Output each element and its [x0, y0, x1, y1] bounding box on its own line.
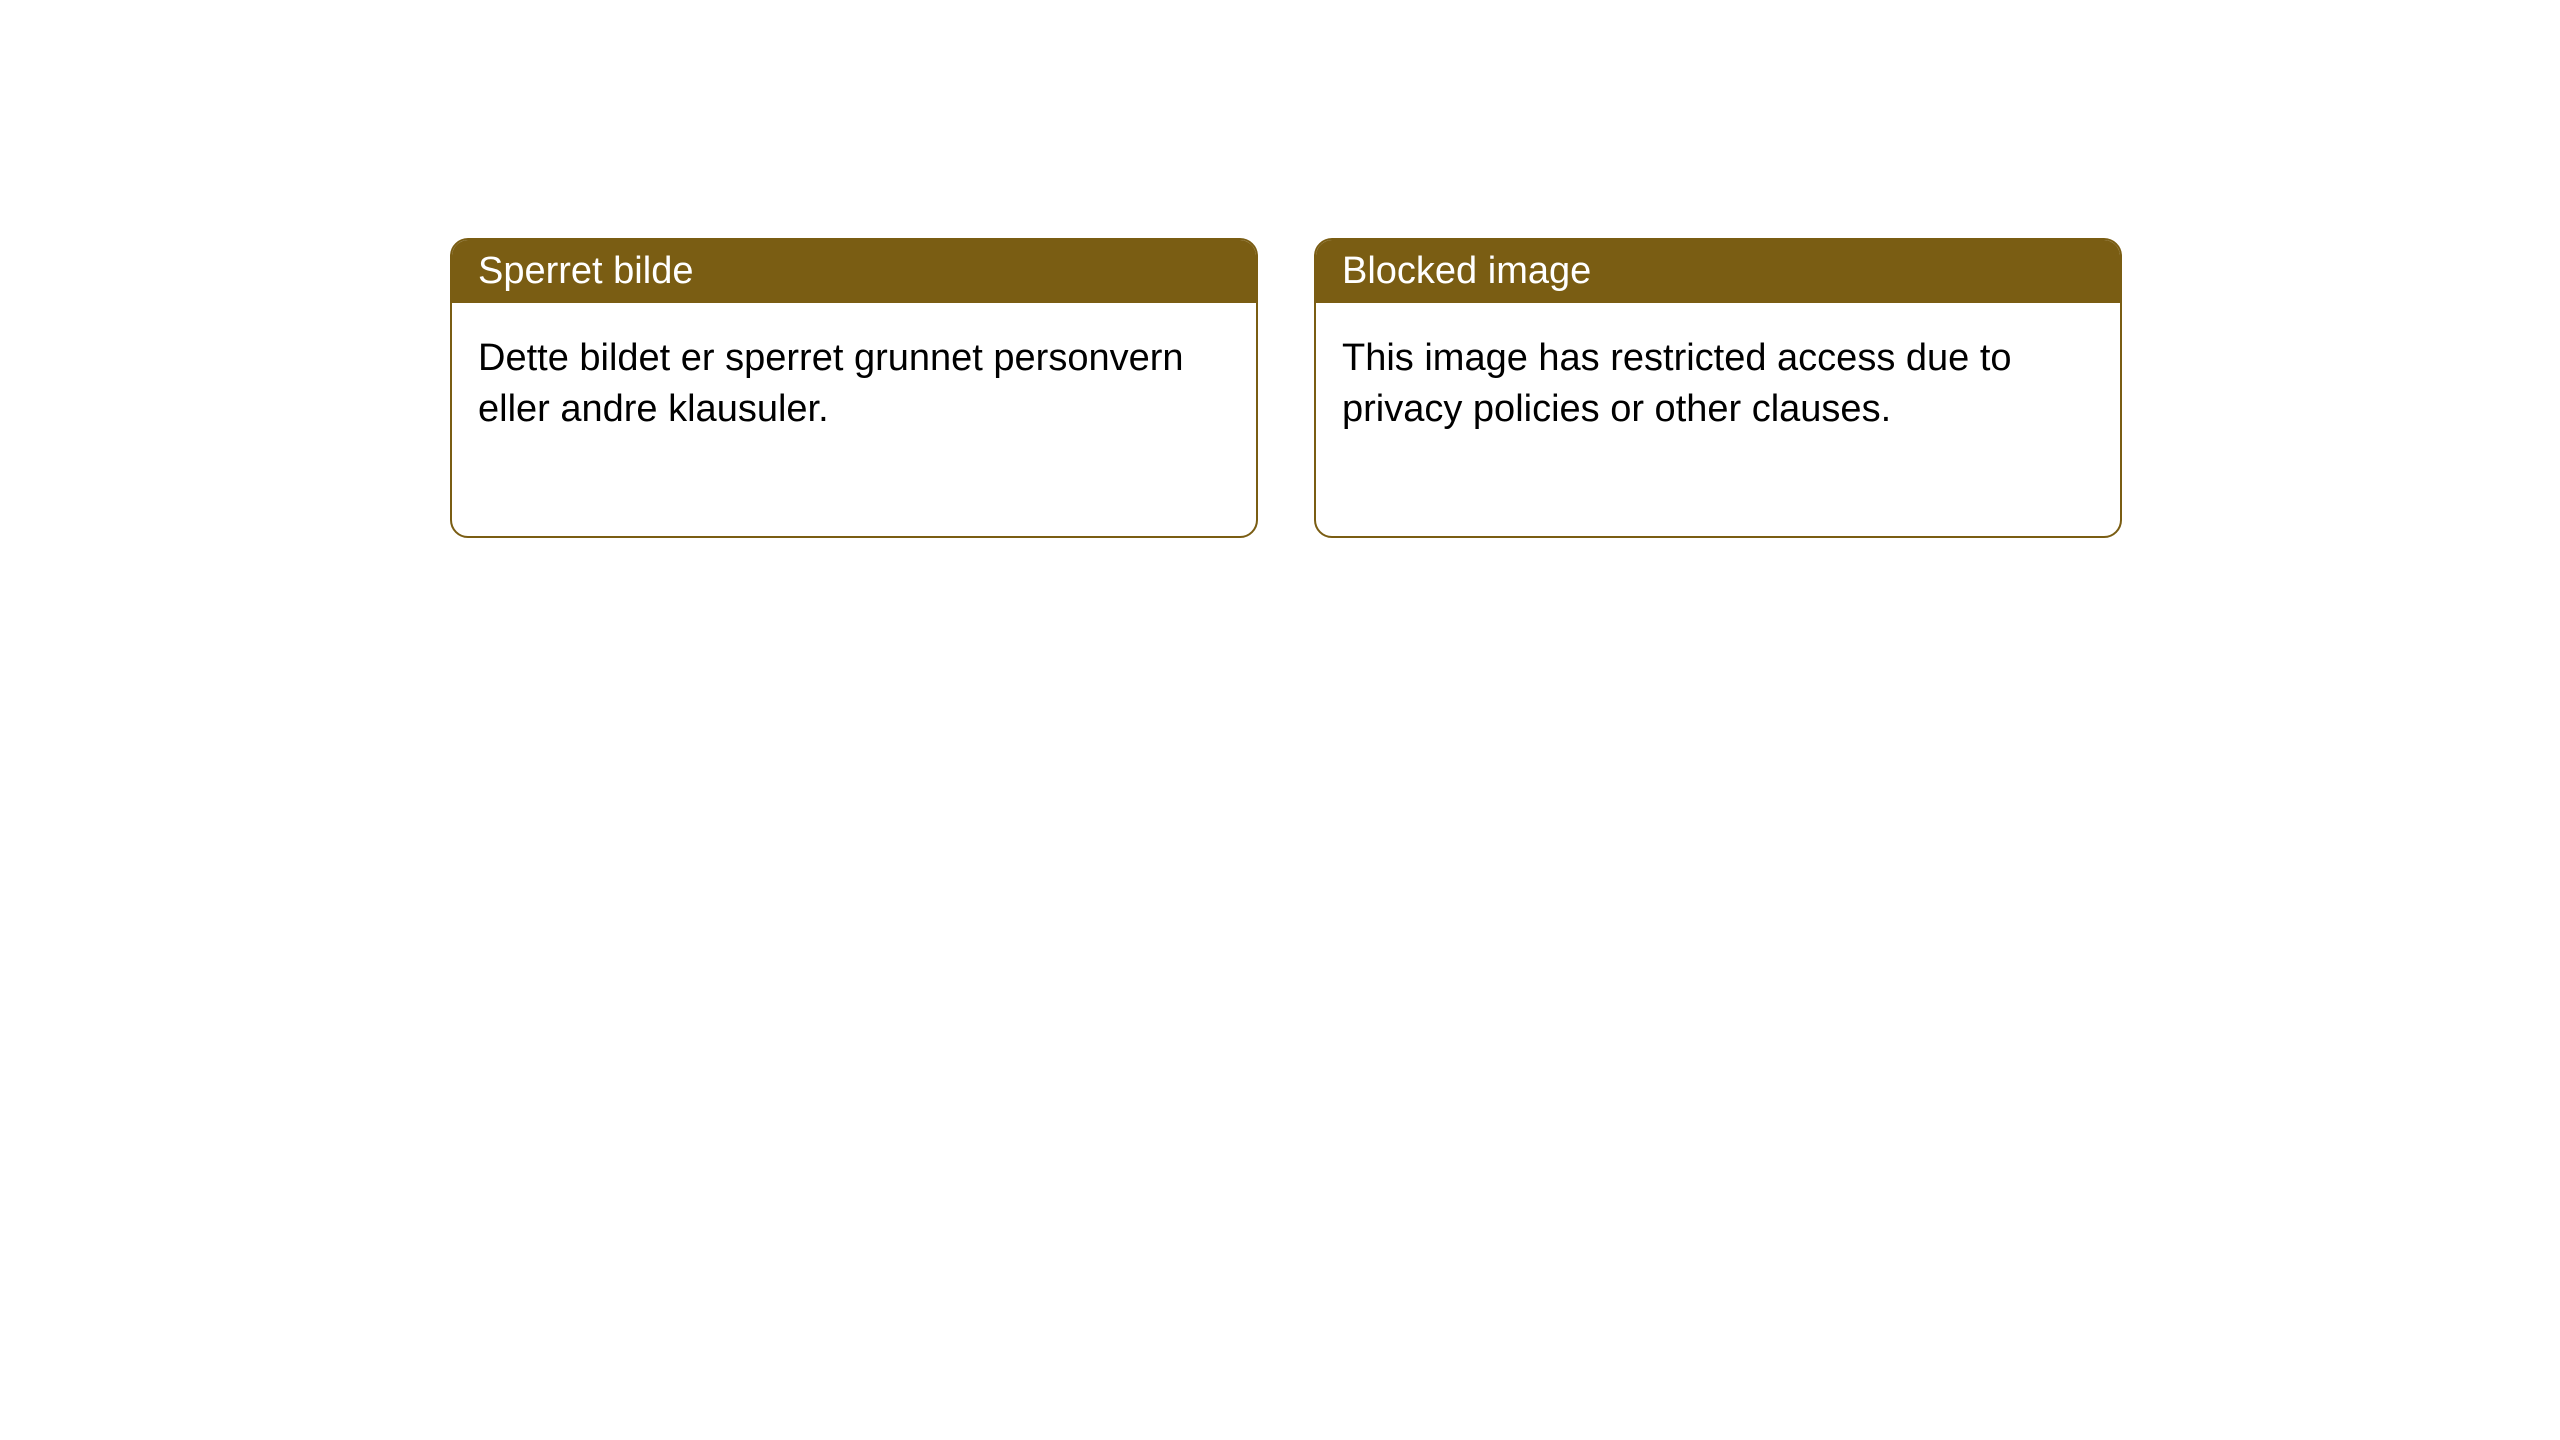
notice-message: Dette bildet er sperret grunnet personve… — [478, 337, 1184, 430]
notice-card-norwegian: Sperret bilde Dette bildet er sperret gr… — [450, 238, 1258, 538]
notice-header: Sperret bilde — [452, 240, 1256, 303]
notice-title: Blocked image — [1342, 250, 1591, 292]
notice-card-english: Blocked image This image has restricted … — [1314, 238, 2122, 538]
notice-title: Sperret bilde — [478, 250, 693, 292]
notice-message: This image has restricted access due to … — [1342, 337, 2012, 430]
notice-container: Sperret bilde Dette bildet er sperret gr… — [0, 0, 2560, 538]
notice-body: This image has restricted access due to … — [1316, 303, 2120, 536]
notice-header: Blocked image — [1316, 240, 2120, 303]
notice-body: Dette bildet er sperret grunnet personve… — [452, 303, 1256, 536]
